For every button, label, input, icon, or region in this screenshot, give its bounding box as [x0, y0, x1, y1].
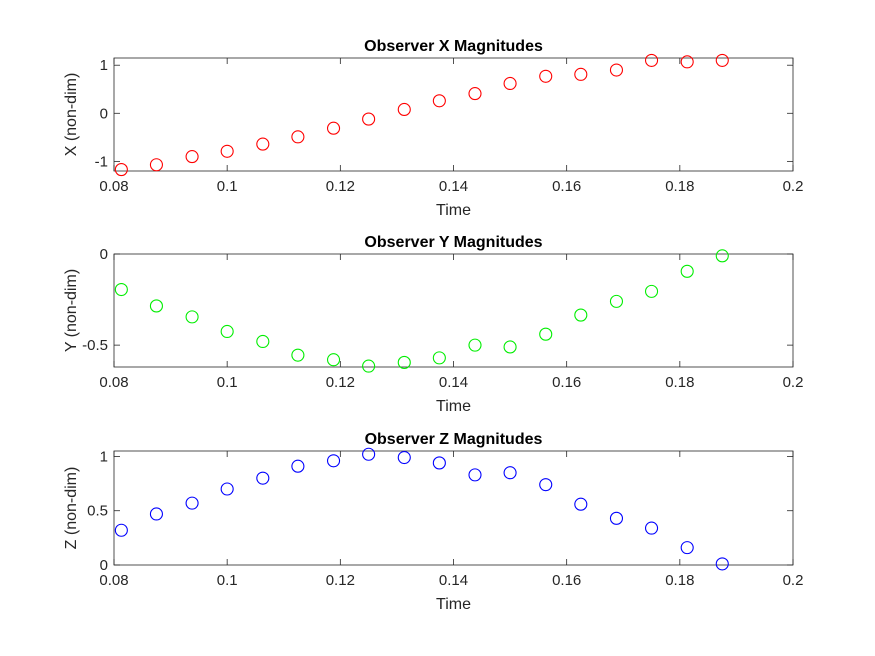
data-point [468, 338, 482, 352]
data-point [644, 521, 659, 535]
data-point [220, 144, 234, 158]
data-point [609, 294, 624, 308]
data-point [503, 340, 517, 354]
subplot-3: Observer Z Magnitudes 0.08 0.1 0.12 0.14 0.16… [63, 431, 803, 613]
data-point [680, 55, 694, 69]
x-tick-label: 0.1 [217, 572, 238, 589]
plot-area [113, 450, 794, 566]
y-tick-label: 0.5 [87, 503, 108, 520]
data-point [609, 63, 624, 77]
data-point [256, 334, 270, 349]
data-point [397, 355, 411, 369]
x-tick-label: 0.2 [783, 572, 804, 589]
data-point [715, 557, 729, 571]
data-point [609, 511, 624, 525]
data-point [644, 53, 659, 67]
data-point [644, 284, 659, 298]
x-tick-label: 0.14 [439, 178, 468, 195]
subplot-2: Observer Y Magnitudes 0.08 0.1 0.12 0.14 0.16… [63, 234, 803, 415]
data-point [149, 299, 163, 313]
data-point [114, 163, 128, 177]
data-point [326, 454, 341, 468]
data-point [362, 447, 376, 461]
data-point [326, 121, 341, 135]
x-tick-label: 0.18 [665, 374, 694, 391]
chart-title: Observer Z Magnitudes [365, 431, 543, 448]
data-point [503, 76, 517, 91]
x-tick-label: 0.08 [99, 374, 128, 391]
x-tick-label: 0.12 [326, 572, 355, 589]
y-axis-label: Z (non-dim) [63, 467, 80, 550]
data-point [114, 523, 128, 537]
y-tick-label: -0.5 [82, 337, 108, 354]
plot-area [113, 57, 794, 172]
data-point [362, 359, 376, 373]
data-point [468, 468, 482, 482]
chart-title: Observer X Magnitudes [364, 38, 543, 55]
x-tick-label: 0.16 [552, 572, 581, 589]
data-point [680, 264, 694, 278]
x-axis-label: Time [436, 398, 471, 415]
chart-title: Observer Y Magnitudes [364, 234, 542, 251]
y-axis-label: X (non-dim) [63, 73, 80, 157]
data-point [220, 324, 234, 339]
data-point [432, 94, 446, 108]
data-point [503, 466, 517, 480]
x-tick-label: 0.18 [665, 178, 694, 195]
data-point [149, 158, 163, 172]
subplot-1: Observer X Magnitudes 0.08 0.1 0.12 0.14 0.16… [63, 38, 803, 219]
x-tick-label: 0.16 [552, 374, 581, 391]
x-tick-label: 0.12 [326, 178, 355, 195]
data-point [291, 130, 305, 144]
data-point [574, 308, 588, 322]
data-point [185, 496, 199, 510]
data-point [574, 67, 588, 81]
x-tick-label: 0.2 [783, 178, 804, 195]
y-axis-label: Y (non-dim) [63, 269, 80, 352]
data-point [114, 282, 128, 297]
data-point [680, 541, 694, 555]
data-point [539, 327, 553, 341]
data-point [149, 507, 163, 521]
plot-area [113, 253, 794, 368]
data-point [397, 102, 411, 117]
data-point [539, 69, 553, 83]
x-tick-label: 0.1 [217, 178, 238, 195]
data-point [432, 351, 446, 365]
x-tick-label: 0.08 [99, 178, 128, 195]
x-axis-label: Time [436, 202, 471, 219]
data-point [185, 310, 199, 324]
data-point [291, 459, 305, 473]
y-tick-label: 0 [100, 246, 108, 263]
x-tick-label: 0.14 [439, 572, 468, 589]
x-tick-label: 0.1 [217, 374, 238, 391]
y-tick-label: 0 [100, 557, 108, 574]
x-tick-label: 0.18 [665, 572, 694, 589]
data-point [291, 348, 305, 362]
data-point [574, 497, 588, 511]
data-point [432, 456, 446, 470]
x-tick-label: 0.08 [99, 572, 128, 589]
data-point [468, 87, 482, 101]
data-point [715, 249, 729, 263]
y-tick-label: 1 [100, 448, 108, 465]
data-point [256, 471, 270, 485]
data-point [539, 478, 553, 492]
y-tick-label: 1 [100, 57, 108, 74]
x-tick-label: 0.14 [439, 374, 468, 391]
x-tick-label: 0.16 [552, 178, 581, 195]
y-tick-label: -1 [95, 153, 108, 170]
data-point [715, 53, 729, 67]
data-point [397, 450, 411, 465]
data-point [185, 150, 199, 164]
y-tick-label: 0 [100, 105, 108, 122]
data-point [256, 137, 270, 151]
data-point [362, 112, 376, 126]
data-point [220, 482, 234, 496]
x-tick-label: 0.2 [783, 374, 804, 391]
x-axis-label: Time [436, 596, 471, 613]
x-tick-label: 0.12 [326, 374, 355, 391]
data-point [326, 353, 341, 367]
